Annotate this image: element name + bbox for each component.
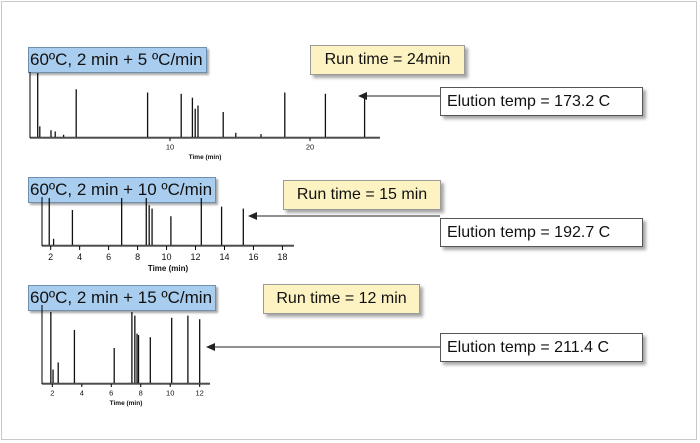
x-tick-label: 12	[196, 389, 204, 398]
run-time-box: Run time = 15 min	[283, 180, 441, 210]
elution-temp-box: Elution temp = 192.7 C	[440, 218, 643, 247]
x-tick-label: 4	[77, 252, 82, 262]
x-tick-label: 12	[191, 252, 201, 262]
x-tick-label: 20	[306, 143, 314, 152]
x-tick-label: 10	[162, 252, 172, 262]
x-axis-title: Time (min)	[189, 154, 222, 161]
x-axis-title: Time (min)	[110, 400, 143, 407]
x-tick-label: 8	[135, 252, 140, 262]
x-tick-label: 2	[50, 389, 54, 398]
x-tick-label: 18	[277, 252, 287, 262]
x-tick-label: 8	[139, 389, 143, 398]
x-tick-label: 16	[248, 252, 258, 262]
x-tick-label: 4	[80, 389, 84, 398]
elution-temp-box: Elution temp = 211.4 C	[440, 333, 643, 362]
x-tick-label: 6	[106, 252, 111, 262]
x-tick-label: 6	[109, 389, 113, 398]
run-time-box: Run time = 24min	[310, 45, 465, 75]
method-label: 60ºC, 2 min + 15 ºC/min	[28, 285, 217, 311]
x-tick-label: 10	[166, 389, 174, 398]
x-axis-title: Time (min)	[148, 264, 189, 273]
elution-temp-box: Elution temp = 173.2 C	[440, 87, 643, 116]
method-label: 60ºC, 2 min + 5 ºC/min	[28, 47, 207, 73]
x-tick-label: 10	[166, 143, 174, 152]
run-time-box: Run time = 12 min	[263, 284, 420, 314]
x-tick-label: 2	[48, 252, 53, 262]
method-label: 60ºC, 2 min + 10 ºC/min	[28, 177, 217, 203]
x-tick-label: 14	[219, 252, 229, 262]
